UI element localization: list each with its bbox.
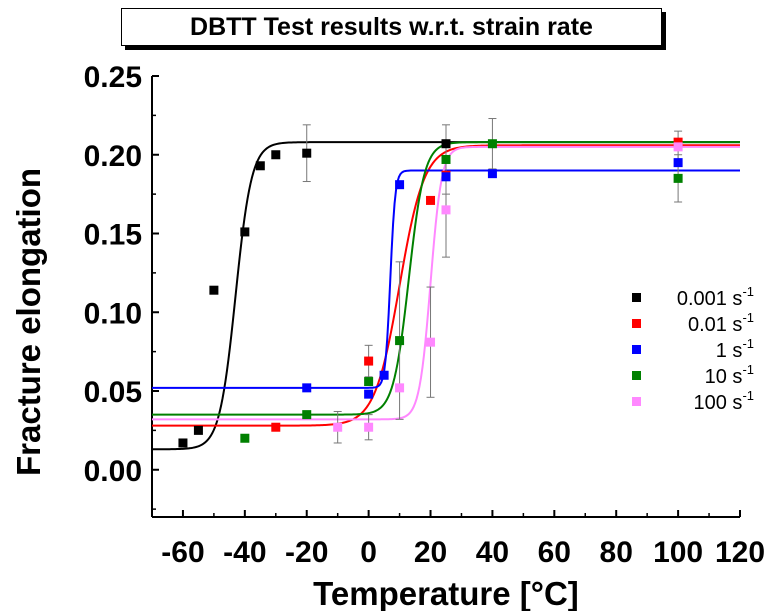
data-point [673, 158, 683, 168]
x-tick-label: 0 [360, 536, 377, 569]
data-point [255, 161, 265, 171]
data-point [364, 389, 374, 399]
error-bars [302, 118, 683, 444]
x-tick-label: 20 [414, 536, 447, 569]
data-point [487, 139, 497, 149]
x-tick-label: 80 [600, 536, 633, 569]
y-tick-label: 0.15 [84, 219, 142, 252]
data-point [673, 137, 683, 147]
data-point [240, 433, 250, 443]
y-tick-label: 0.20 [84, 140, 142, 173]
data-point [302, 383, 312, 393]
legend-marker [632, 345, 641, 354]
data-point [302, 410, 312, 420]
legend-label: 0.001 s-1 [677, 284, 754, 310]
data-point [379, 370, 389, 380]
data-point [271, 150, 281, 160]
data-point [395, 383, 405, 393]
legend-label: 100 s-1 [694, 388, 755, 414]
chart-title: DBTT Test results w.r.t. strain rate [121, 8, 662, 46]
data-point [395, 180, 405, 190]
data-point [441, 172, 451, 182]
data-point [178, 438, 188, 448]
x-axis-label: Temperature [°C] [313, 575, 579, 611]
data-point [441, 205, 451, 215]
data-point [673, 142, 683, 152]
data-point [271, 422, 281, 432]
legend-marker [632, 319, 641, 328]
data-point [487, 169, 497, 179]
y-tick-label: 0.05 [84, 376, 142, 409]
legend-marker [632, 293, 641, 302]
data-point [333, 422, 343, 432]
axes: -60 -40 -20 0 20 40 60 80 100 120 0.00 0.05 0.10 0.15… [84, 61, 765, 569]
data-point [364, 377, 374, 387]
x-tick-label: -20 [285, 536, 328, 569]
x-tick-label: 60 [538, 536, 571, 569]
x-tick-label: 40 [476, 536, 509, 569]
data-point [302, 148, 312, 158]
y-tick-label: 0.10 [84, 297, 142, 330]
x-tick-label: 120 [715, 536, 765, 569]
x-tick-label: -60 [161, 536, 204, 569]
data-point [441, 139, 451, 149]
data-point [395, 336, 405, 346]
y-tick-label: 0.25 [84, 61, 142, 94]
legend-marker [632, 397, 641, 406]
data-point [426, 337, 436, 347]
data-point [209, 285, 219, 295]
legend-label: 0.01 s-1 [688, 310, 754, 336]
x-tick-label: -40 [223, 536, 266, 569]
data-point [364, 422, 374, 432]
data-points [178, 137, 683, 448]
y-tick-label: 0.00 [84, 455, 142, 488]
data-point [240, 227, 250, 237]
legend-label: 1 s-1 [716, 336, 754, 362]
legend-label: 10 s-1 [705, 362, 754, 388]
y-axis-label: Fracture elongation [10, 168, 47, 476]
data-point [364, 356, 374, 366]
legend-marker [632, 371, 641, 380]
data-point [193, 425, 203, 435]
data-point [441, 154, 451, 164]
data-point [426, 195, 436, 205]
x-tick-label: 100 [653, 536, 703, 569]
data-point [673, 173, 683, 183]
